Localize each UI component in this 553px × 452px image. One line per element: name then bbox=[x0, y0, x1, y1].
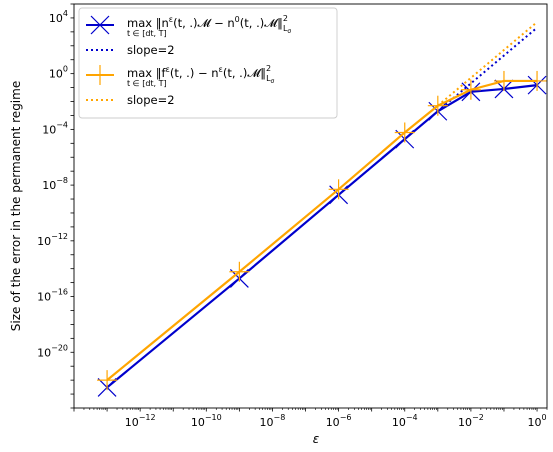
series-2-point-4 bbox=[427, 95, 448, 116]
legend-label-subscript: t ∈ [dt, T] bbox=[127, 29, 167, 38]
x-tick-label: 10−8 bbox=[260, 413, 286, 429]
legend-item-1: slope=2 bbox=[86, 43, 175, 57]
x-tick-label: 10−12 bbox=[125, 413, 156, 429]
y-tick-label: 10−20 bbox=[37, 343, 68, 359]
x-tick-label: 100 bbox=[527, 413, 546, 429]
series-2-point-5 bbox=[460, 79, 481, 100]
series-line-0 bbox=[106, 84, 538, 389]
x-tick-label: 10−2 bbox=[458, 413, 484, 429]
ticks-layer: 10−12 10−10 10−8 10−6 10−4 10−2 100 10−20 10−16 1… bbox=[37, 3, 548, 429]
series-line-3 bbox=[437, 21, 538, 107]
legend-item-0: max ‖nε(t, .)𝓜 − n0(t, .)𝓜‖2 Lσt ∈ [dt, T… bbox=[86, 14, 291, 38]
y-tick-label: 100 bbox=[49, 65, 68, 81]
series-2-point-3 bbox=[394, 122, 415, 143]
x-tick-label: 10−10 bbox=[191, 413, 222, 429]
series-2-point-1 bbox=[229, 261, 250, 282]
legend-label-subscript: t ∈ [dt, T] bbox=[127, 79, 167, 88]
series-2-point-0 bbox=[97, 370, 118, 391]
y-tick-label: 10−12 bbox=[37, 232, 68, 248]
legend-item-3: slope=2 bbox=[86, 93, 175, 107]
legend-label: max ‖fε(t, .) − nε(t, .)𝓜‖2 Lσ bbox=[127, 64, 275, 85]
series-2-point-2 bbox=[328, 179, 349, 200]
y-tick-label: 10−8 bbox=[42, 176, 68, 192]
legend-item-2: max ‖fε(t, .) − nε(t, .)𝓜‖2 Lσt ∈ [dt, T] bbox=[86, 64, 275, 88]
y-tick-label: 104 bbox=[49, 9, 68, 25]
x-axis-label: ε bbox=[313, 432, 320, 446]
y-axis-label: Size of the error in the permanent regim… bbox=[9, 81, 23, 331]
x-tick-label: 10−4 bbox=[392, 413, 418, 429]
legend-label: slope=2 bbox=[127, 43, 175, 57]
legend-frame bbox=[78, 7, 338, 119]
series-2-point-7 bbox=[527, 70, 547, 91]
plot-frame bbox=[73, 3, 548, 409]
legend-label: slope=2 bbox=[127, 93, 175, 107]
series-line-2 bbox=[106, 79, 538, 381]
legend: max ‖nε(t, .)𝓜 − n0(t, .)𝓜‖2 Lσt ∈ [dt, T… bbox=[78, 7, 338, 119]
series-2-point-6 bbox=[493, 70, 514, 91]
x-tick-label: 10−6 bbox=[326, 413, 352, 429]
legend-label: max ‖nε(t, .)𝓜 − n0(t, .)𝓜‖2 Lσ bbox=[127, 14, 291, 35]
series-layer bbox=[97, 21, 547, 397]
y-tick-label: 10−4 bbox=[42, 120, 68, 136]
y-tick-label: 10−16 bbox=[37, 288, 68, 304]
